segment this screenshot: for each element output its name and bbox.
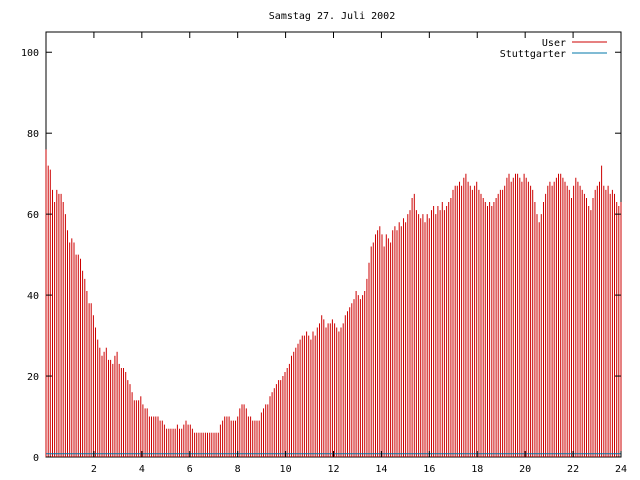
x-tick-label: 6 (187, 464, 193, 475)
bar-group (45, 149, 622, 457)
x-tick-label: 18 (471, 464, 483, 475)
y-tick-label: 20 (27, 372, 39, 383)
x-axis: 2 4 6 8 10 12 14 16 18 20 22 24 (91, 32, 627, 475)
y-axis: 0 20 40 60 80 100 (21, 48, 621, 464)
x-tick-label: 22 (567, 464, 579, 475)
x-tick-label: 16 (423, 464, 435, 475)
y-tick-label: 0 (33, 453, 39, 464)
x-tick-label: 14 (375, 464, 387, 475)
x-tick-label: 2 (91, 464, 97, 475)
y-tick-label: 100 (21, 48, 39, 59)
x-tick-label: 10 (280, 464, 292, 475)
legend: User Stuttgarter (500, 38, 607, 60)
x-tick-label: 4 (139, 464, 145, 475)
legend-label-user: User (542, 38, 566, 49)
chart-title: Samstag 27. Juli 2002 (269, 11, 395, 22)
x-tick-label: 20 (519, 464, 531, 475)
legend-label-stuttgarter: Stuttgarter (500, 49, 566, 60)
x-tick-label: 24 (615, 464, 627, 475)
y-tick-label: 80 (27, 129, 39, 140)
x-tick-label: 8 (235, 464, 241, 475)
x-tick-label: 12 (327, 464, 339, 475)
y-tick-label: 60 (27, 210, 39, 221)
y-tick-label: 40 (27, 291, 39, 302)
